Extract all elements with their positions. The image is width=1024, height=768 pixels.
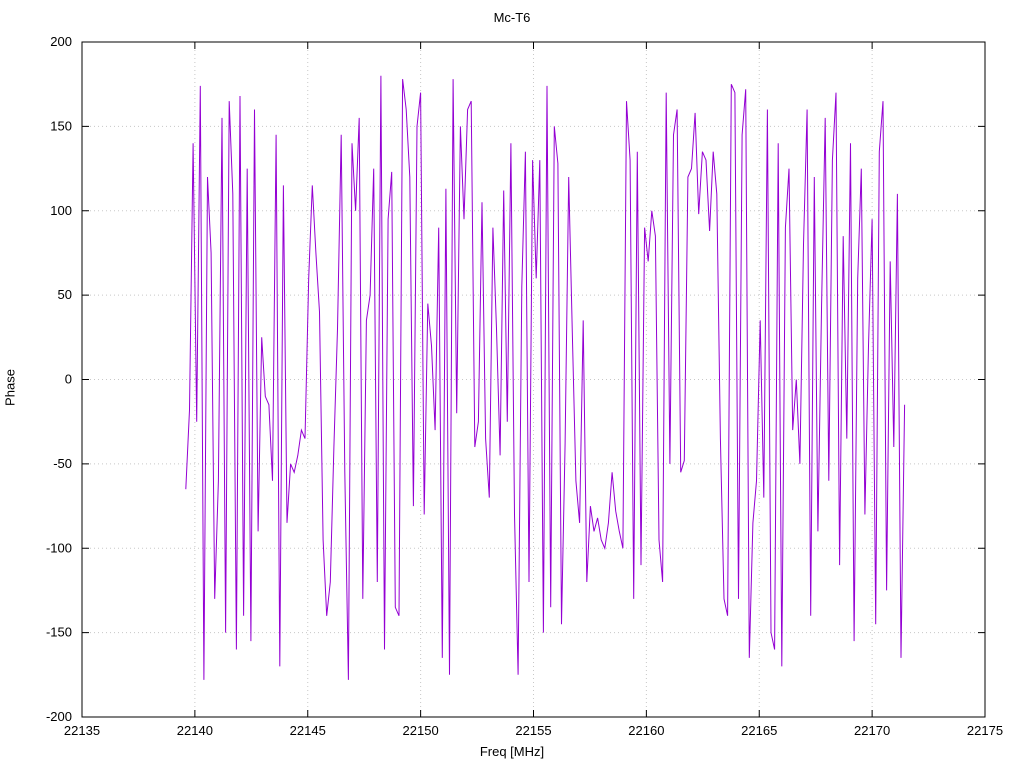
- y-tick-label: 0: [65, 372, 72, 387]
- x-tick-label: 22175: [967, 723, 1003, 738]
- x-tick-label: 22170: [854, 723, 890, 738]
- y-tick-label: 50: [58, 287, 72, 302]
- y-tick-label: 100: [50, 203, 72, 218]
- y-tick-label: -50: [53, 456, 72, 471]
- x-tick-label: 22160: [628, 723, 664, 738]
- y-tick-label: 200: [50, 34, 72, 49]
- x-tick-label: 22145: [290, 723, 326, 738]
- y-tick-label: -200: [46, 709, 72, 724]
- y-tick-label: -100: [46, 540, 72, 555]
- x-tick-label: 22150: [403, 723, 439, 738]
- x-axis-label: Freq [MHz]: [479, 744, 545, 759]
- y-tick-label: -150: [46, 625, 72, 640]
- phase-trace: [185, 75, 906, 680]
- x-tick-label: 22155: [515, 723, 551, 738]
- x-tick-label: 22165: [741, 723, 777, 738]
- y-tick-label: 150: [50, 118, 72, 133]
- chart-title: Mc-T6: [493, 10, 531, 25]
- plot-border: [81, 41, 986, 718]
- x-tick-label: 22135: [64, 723, 100, 738]
- x-tick-label: 22140: [177, 723, 213, 738]
